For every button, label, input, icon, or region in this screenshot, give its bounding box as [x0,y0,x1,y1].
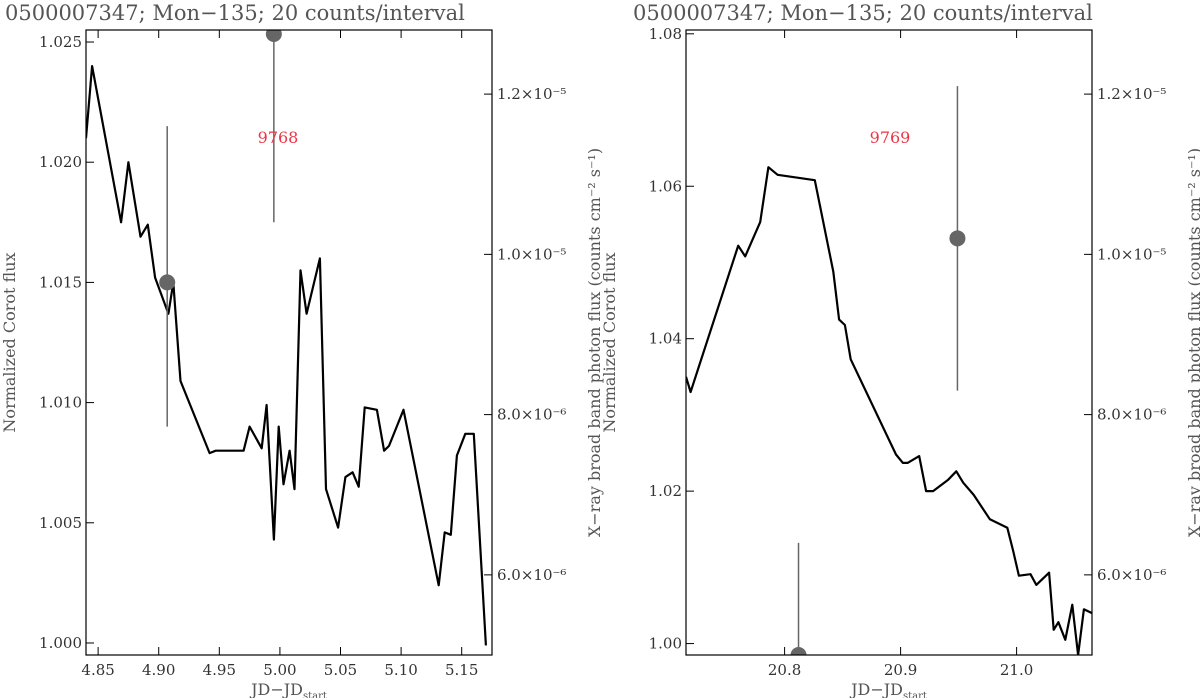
x-tick-label: 4.85 [81,661,114,679]
y2-tick-label: 1.2×10⁻⁵ [1097,85,1166,103]
chart-panel-1: 0500007347; Mon−135; 20 counts/interval 4… [0,1,604,698]
x-axis-label-main: JD−JD [249,680,303,698]
y-tick-label: 1.08 [649,25,682,43]
y-tick-label: 1.015 [39,273,82,291]
y-tick-label: 1.005 [39,514,82,532]
y2-tick-label: 6.0×10⁻⁶ [497,566,566,584]
y-axis-label: Normalized Corot flux [600,252,619,432]
x-tick-label: 5.10 [384,661,417,679]
y-tick-label: 1.010 [39,394,82,412]
x-tick-label: 20.8 [768,661,801,679]
obs-id-annotation: 9769 [870,128,911,147]
x-axis-label-sub: start [903,691,927,698]
y2-axis-label: X−ray broad band photon flux (counts cm⁻… [1185,148,1200,537]
corot-flux-line [686,166,1092,655]
chart-title: 0500007347; Mon−135; 20 counts/interval [5,1,465,25]
xray-point [949,230,966,247]
y-tick-label: 1.02 [649,482,682,500]
x-tick-label: 4.90 [142,661,175,679]
x-tick-label: 4.95 [203,661,236,679]
y-tick-label: 1.04 [649,330,682,348]
x-axis-label: JD−JDstart [249,680,327,698]
chart-panel-2: 0500007347; Mon−135; 20 counts/interval 2… [600,1,1200,698]
x-tick-label: 5.00 [263,661,296,679]
plot-frame [685,29,1093,656]
x-tick-label: 20.9 [884,661,917,679]
y-tick-label: 1.00 [649,635,682,653]
x-tick-label: 5.15 [445,661,478,679]
y-tick-label: 1.06 [649,177,682,195]
y-tick-label: 1.025 [39,33,82,51]
y2-axis-label: X−ray broad band photon flux (counts cm⁻… [585,148,604,537]
x-tick-label: 21.0 [1000,661,1033,679]
plot-area [686,86,1092,655]
y-tick-label: 1.020 [39,153,82,171]
x-axis-label-main: JD−JD [849,680,903,698]
corot-flux-line [86,64,487,646]
y-tick-label: 1.000 [39,634,82,652]
y2-tick-label: 6.0×10⁻⁶ [1097,566,1166,584]
y2-tick-label: 1.2×10⁻⁵ [497,85,566,103]
x-tick-label: 5.05 [324,661,357,679]
xray-point [265,30,282,43]
xray-point [159,274,176,291]
y2-tick-label: 1.0×10⁻⁵ [1097,245,1166,263]
chart-title: 0500007347; Mon−135; 20 counts/interval [633,1,1093,25]
y2-tick-label: 8.0×10⁻⁶ [497,406,566,424]
obs-id-annotation: 9768 [258,128,299,147]
xray-point [790,647,807,655]
x-axis-label: JD−JDstart [849,680,927,698]
y-axis-label: Normalized Corot flux [0,252,19,432]
y2-tick-label: 1.0×10⁻⁵ [497,245,566,263]
y2-tick-label: 8.0×10⁻⁶ [1097,406,1166,424]
plot-area [86,30,487,646]
plot-frame [85,29,493,656]
x-axis-label-sub: start [303,691,327,698]
